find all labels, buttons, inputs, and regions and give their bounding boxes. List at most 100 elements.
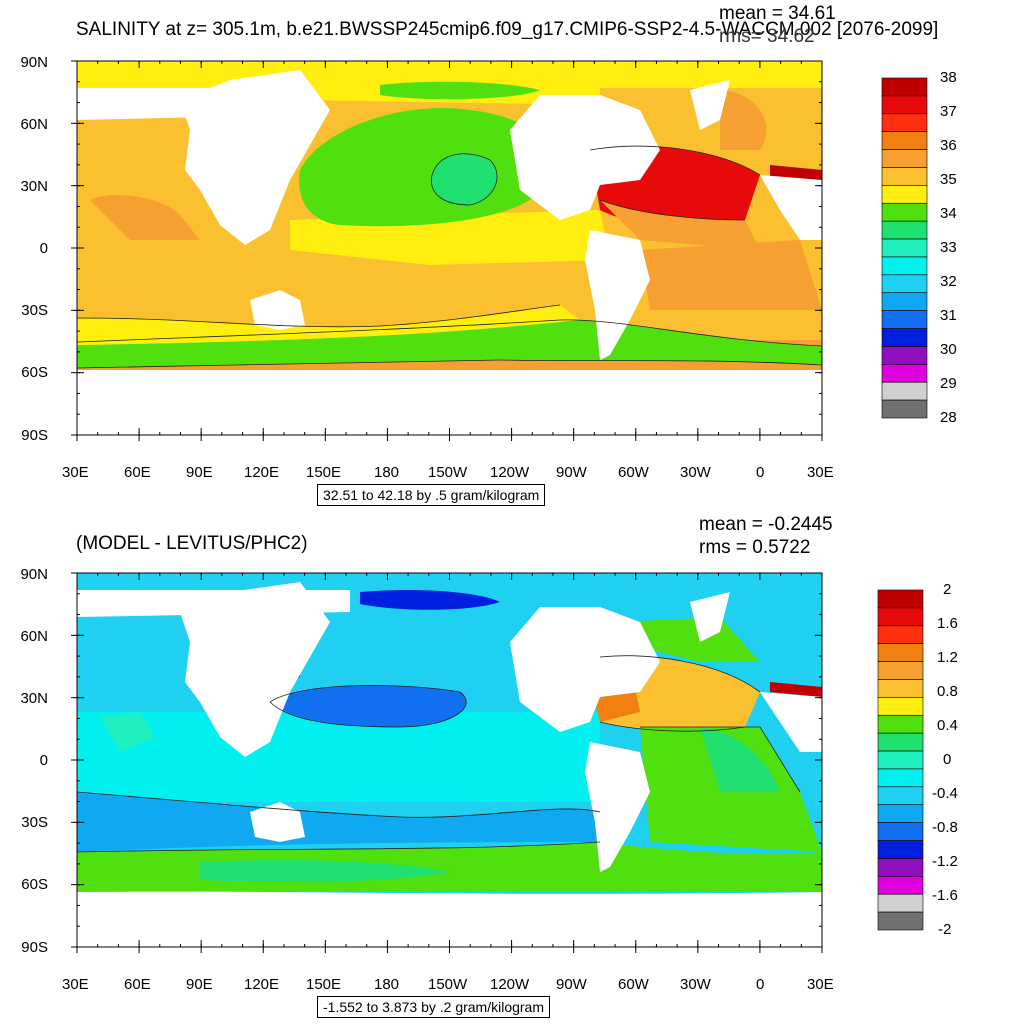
diff-lon-label-180: 180 — [374, 976, 400, 993]
lat-label-60s: 60S — [21, 364, 48, 381]
colorbar-label-35: 35 — [940, 171, 957, 188]
colorbar-label-34: 34 — [940, 205, 957, 222]
diff-lon-label-150w: 150W — [428, 976, 468, 993]
lon-label-0: 0 — [756, 464, 765, 481]
colorbar — [881, 77, 928, 419]
rms-value: rms= 34.62 — [719, 26, 815, 47]
mean-value: mean = 34.61 — [719, 3, 836, 24]
lon-label-60e: 60E — [124, 464, 151, 481]
lon-label-120w: 120W — [490, 464, 530, 481]
colorbar-swatch — [881, 310, 928, 329]
colorbar-swatch — [881, 149, 928, 168]
lon-label-120e: 120E — [244, 464, 280, 481]
colorbar-swatch — [881, 364, 928, 383]
colorbar-swatch — [877, 643, 924, 662]
colorbar-swatch — [877, 876, 924, 895]
diff-lon-label-30e-right: 30E — [807, 976, 834, 993]
colorbar-swatch — [877, 786, 924, 806]
contour-info-box: 32.51 to 42.18 by .5 gram/kilogram — [317, 484, 546, 506]
colorbar-label-37: 37 — [940, 103, 957, 120]
lat-label-30s: 30S — [21, 302, 48, 319]
colorbar-swatch — [881, 77, 928, 97]
colorbar-swatch — [877, 768, 924, 788]
colorbar-swatch — [881, 346, 928, 365]
lat-label-60n: 60N — [20, 116, 48, 133]
colorbar-swatch — [877, 822, 924, 841]
colorbar-label-32: 32 — [940, 273, 957, 290]
colorbar-swatch — [881, 95, 928, 115]
colorbar-swatch — [877, 750, 924, 770]
lon-label-60w: 60W — [618, 464, 649, 481]
diff-lat-label-60n: 60N — [20, 628, 48, 645]
difference-field — [77, 573, 822, 947]
colorbar-swatch — [877, 607, 924, 627]
colorbar-swatch — [877, 732, 924, 752]
diff-colorbar-label-1-6: 1.6 — [937, 615, 958, 632]
diff-mean-value: mean = -0.2445 — [699, 514, 833, 535]
lon-label-30e: 30E — [62, 464, 89, 481]
colorbar-swatch — [881, 238, 928, 258]
colorbar-swatch — [877, 804, 924, 823]
colorbar-swatch — [881, 131, 928, 150]
diff-colorbar-label-neg-1-6: -1.6 — [932, 887, 958, 904]
colorbar-swatch — [877, 840, 924, 859]
diff-colorbar-label-1-2: 1.2 — [937, 649, 958, 666]
diff-lon-label-60e: 60E — [124, 976, 151, 993]
diff-lat-label-90n: 90N — [20, 566, 48, 583]
diff-lon-label-60w: 60W — [618, 976, 649, 993]
diff-colorbar — [877, 589, 924, 931]
colorbar-swatch — [877, 661, 924, 680]
diff-lat-label-30n: 30N — [20, 690, 48, 707]
colorbar-label-38: 38 — [940, 69, 957, 86]
diff-map-ticks — [71, 572, 823, 953]
diff-lon-label-120w: 120W — [490, 976, 530, 993]
diff-colorbar-label-2: 2 — [943, 581, 952, 598]
salinity-map — [71, 60, 823, 441]
diff-colorbar-label-0: 0 — [943, 751, 952, 768]
diff-map-title: (MODEL - LEVITUS/PHC2) — [76, 533, 308, 554]
diff-lon-label-90e: 90E — [186, 976, 213, 993]
diff-lon-label-90w: 90W — [556, 976, 587, 993]
colorbar-label-31: 31 — [940, 307, 957, 324]
diff-lat-label-60s: 60S — [21, 876, 48, 893]
diff-colorbar-label-neg-2: -2 — [938, 921, 952, 938]
salinity-field — [77, 61, 822, 435]
diff-lon-label-30w: 30W — [680, 976, 711, 993]
lon-label-90w: 90W — [556, 464, 587, 481]
diff-lon-label-150e: 150E — [306, 976, 342, 993]
colorbar-swatch — [881, 274, 928, 294]
colorbar-swatch — [881, 167, 928, 186]
colorbar-swatch — [877, 697, 924, 716]
colorbar-label-36: 36 — [940, 137, 957, 154]
colorbar-swatch — [877, 858, 924, 877]
salinity-difference-map — [71, 572, 823, 953]
diff-lon-label-120e: 120E — [244, 976, 280, 993]
diff-lon-label-0: 0 — [756, 976, 765, 993]
lon-label-180: 180 — [374, 464, 400, 481]
colorbar-swatch — [881, 256, 928, 276]
diff-rms-value: rms = 0.5722 — [699, 537, 811, 558]
colorbar-swatch — [881, 292, 928, 311]
lat-label-90s: 90S — [21, 427, 48, 444]
colorbar-label-29: 29 — [940, 375, 957, 392]
colorbar-swatch — [877, 589, 924, 609]
colorbar-swatch — [877, 714, 924, 734]
colorbar-swatch — [877, 625, 924, 644]
lon-label-30e-right: 30E — [807, 464, 834, 481]
lon-label-90e: 90E — [186, 464, 213, 481]
colorbar-swatch — [881, 220, 928, 240]
colorbar-label-28: 28 — [940, 409, 957, 426]
diff-lon-label-30e: 30E — [62, 976, 89, 993]
colorbar-swatch — [877, 893, 924, 913]
map-ticks — [71, 60, 823, 441]
lon-label-150w: 150W — [428, 464, 468, 481]
lon-label-30w: 30W — [680, 464, 711, 481]
diff-contour-info-box: -1.552 to 3.873 by .2 gram/kilogram — [317, 996, 551, 1018]
colorbar-label-33: 33 — [940, 239, 957, 256]
colorbar-swatch — [881, 381, 928, 401]
diff-lat-label-0: 0 — [39, 752, 48, 769]
diff-colorbar-label-neg-0-4: -0.4 — [932, 785, 958, 802]
lat-label-30n: 30N — [20, 178, 48, 195]
colorbar-swatch — [881, 399, 928, 419]
colorbar-swatch — [881, 202, 928, 222]
